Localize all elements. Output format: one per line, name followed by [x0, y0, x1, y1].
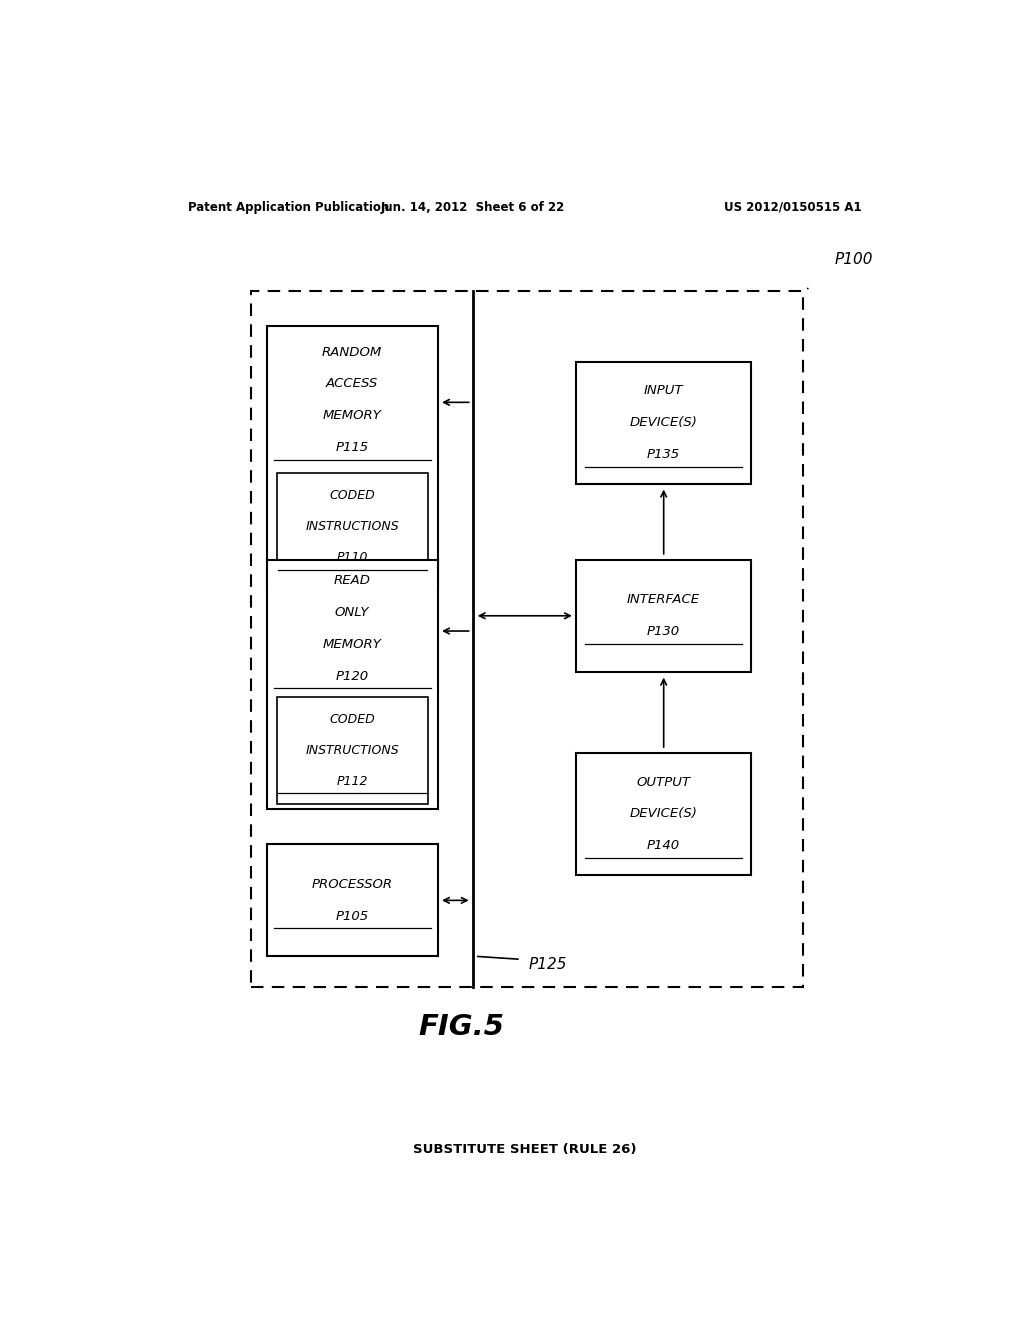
Text: P100: P100 [835, 252, 872, 267]
Text: RANDOM: RANDOM [323, 346, 382, 359]
Bar [577, 560, 751, 672]
Text: INSTRUCTIONS: INSTRUCTIONS [306, 744, 399, 756]
Bar [577, 752, 751, 875]
Text: PROCESSOR: PROCESSOR [311, 878, 393, 891]
Bar [278, 474, 428, 581]
Bar [278, 697, 428, 804]
Text: DEVICE(S): DEVICE(S) [630, 808, 697, 821]
Text: P120: P120 [336, 669, 369, 682]
Text: INPUT: INPUT [644, 384, 683, 397]
Text: ONLY: ONLY [335, 606, 370, 619]
Text: US 2012/0150515 A1: US 2012/0150515 A1 [724, 201, 862, 214]
Text: ACCESS: ACCESS [326, 378, 378, 391]
Bar [267, 845, 437, 956]
Bar [577, 362, 751, 483]
Text: Patent Application Publication: Patent Application Publication [187, 201, 389, 214]
Text: INSTRUCTIONS: INSTRUCTIONS [306, 520, 399, 533]
Text: MEMORY: MEMORY [323, 638, 382, 651]
Text: SUBSTITUTE SHEET (RULE 26): SUBSTITUTE SHEET (RULE 26) [413, 1143, 637, 1156]
Bar [267, 326, 437, 585]
Text: CODED: CODED [330, 713, 376, 726]
Text: P115: P115 [336, 441, 369, 454]
Text: P112: P112 [337, 775, 369, 788]
Text: Jun. 14, 2012  Sheet 6 of 22: Jun. 14, 2012 Sheet 6 of 22 [381, 201, 565, 214]
Text: P125: P125 [528, 957, 567, 972]
Text: P110: P110 [337, 552, 369, 565]
Text: INTERFACE: INTERFACE [627, 594, 700, 606]
Text: MEMORY: MEMORY [323, 409, 382, 422]
Text: OUTPUT: OUTPUT [637, 776, 691, 788]
Text: P130: P130 [647, 626, 680, 638]
Bar [267, 560, 437, 809]
Bar [251, 290, 803, 987]
Text: FIG.5: FIG.5 [419, 1014, 504, 1041]
Text: P105: P105 [336, 909, 369, 923]
Text: CODED: CODED [330, 490, 376, 502]
Text: DEVICE(S): DEVICE(S) [630, 416, 697, 429]
Text: P135: P135 [647, 447, 680, 461]
Text: P140: P140 [647, 840, 680, 853]
Text: READ: READ [334, 574, 371, 587]
